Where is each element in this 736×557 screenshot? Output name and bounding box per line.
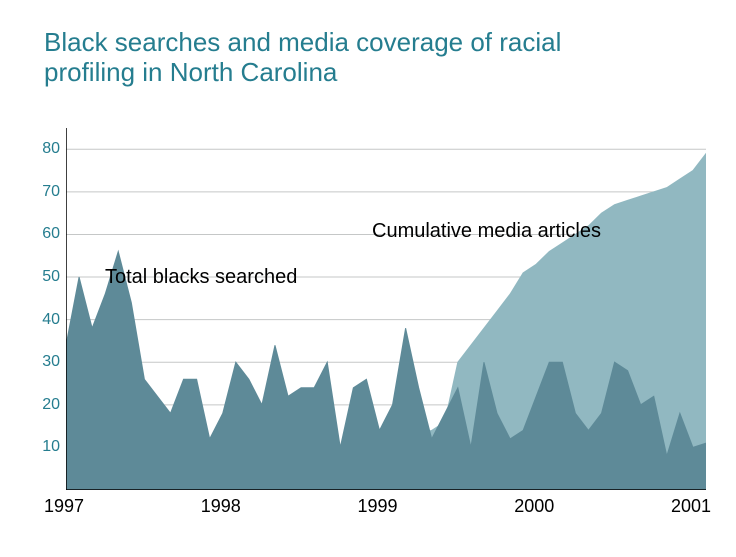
y-tick-label: 70	[34, 183, 60, 201]
chart-title-line1: Black searches and media coverage of rac…	[44, 28, 561, 58]
y-tick-label: 60	[34, 225, 60, 243]
series-label-cumulative-media-articles: Cumulative media articles	[372, 220, 601, 243]
y-tick-label: 80	[34, 140, 60, 158]
y-tick-label: 30	[34, 353, 60, 371]
y-tick-label: 20	[34, 396, 60, 414]
x-tick-label: 2000	[514, 496, 554, 517]
chart-title-line2: profiling in North Carolina	[44, 58, 337, 88]
y-tick-label: 50	[34, 268, 60, 286]
x-tick-label: 2001	[671, 496, 711, 517]
chart-area	[66, 128, 706, 490]
x-tick-label: 1997	[44, 496, 84, 517]
x-tick-label: 1998	[201, 496, 241, 517]
x-tick-label: 1999	[357, 496, 397, 517]
y-tick-label: 10	[34, 438, 60, 456]
y-tick-label: 40	[34, 311, 60, 329]
series-label-total-blacks-searched: Total blacks searched	[105, 266, 297, 289]
